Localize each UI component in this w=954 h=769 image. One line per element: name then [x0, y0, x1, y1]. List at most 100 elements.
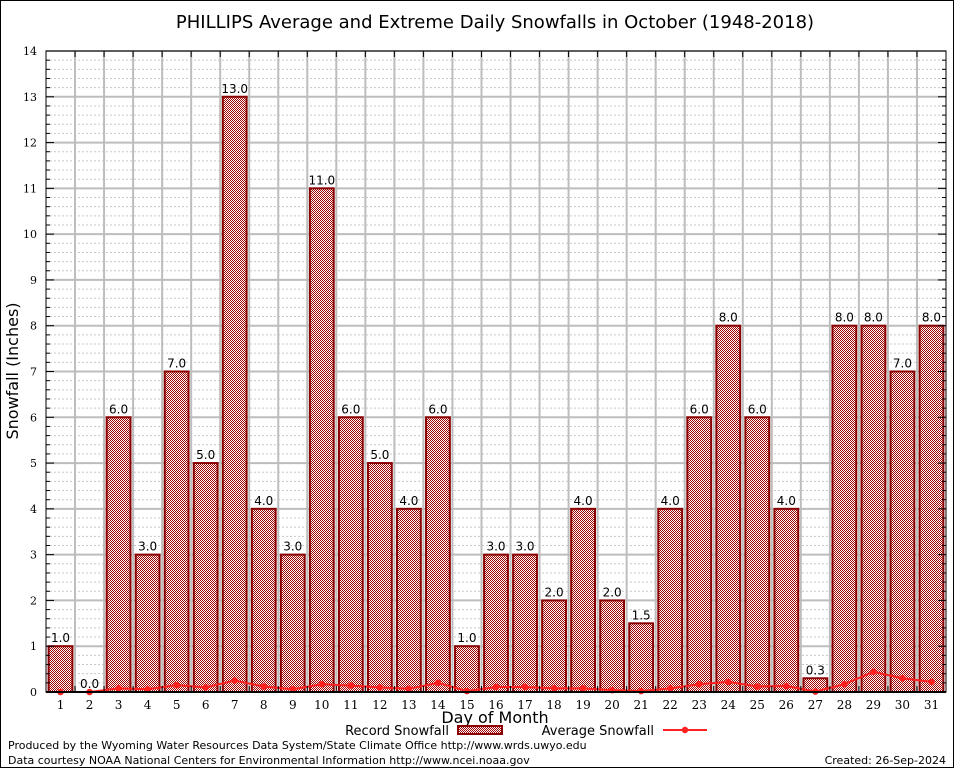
x-tick-label: 2 [86, 698, 94, 712]
average-point-day-8 [260, 683, 268, 690]
y-tick-label: 4 [30, 503, 37, 516]
bar-day-29 [860, 324, 887, 693]
y-tick-label: 14 [23, 45, 37, 58]
bar-day-18 [541, 599, 567, 694]
legend-average-label: Average Snowfall [542, 724, 654, 739]
average-point-day-19 [579, 685, 587, 692]
x-tick-label: 4 [144, 698, 152, 712]
y-tick-label: 2 [30, 594, 37, 607]
bar-day-19 [570, 507, 596, 693]
x-tick-label: 15 [459, 698, 474, 712]
bar-value-label: 6.0 [690, 402, 709, 416]
average-point-day-29 [870, 668, 877, 676]
bar-value-label: 8.0 [922, 311, 941, 325]
x-tick-label: 21 [634, 698, 649, 712]
x-tick-label: 30 [895, 698, 910, 712]
bar-value-label: 3.0 [283, 540, 302, 554]
bar-day-12 [366, 462, 393, 694]
bar-day-5 [163, 370, 190, 693]
footer-created-date: Created: 26-Sep-2024 [825, 754, 946, 767]
bar-day-3 [105, 416, 132, 693]
x-tick-label: 18 [546, 698, 561, 712]
y-axis-label: Snowfall (Inches) [3, 302, 22, 439]
average-point-day-17 [521, 683, 529, 691]
bar-day-15 [454, 645, 480, 694]
y-tick-label: 12 [23, 137, 37, 150]
average-line [57, 668, 935, 696]
average-point-day-7 [231, 677, 239, 684]
average-point-day-11 [347, 682, 355, 689]
average-point-day-6 [202, 684, 209, 691]
y-tick-label: 1 [30, 640, 37, 653]
bar-value-label: 4.0 [399, 494, 418, 508]
bar-day-9 [279, 553, 306, 694]
x-tick-label: 1 [57, 698, 65, 712]
bar-day-17 [512, 553, 538, 694]
bar-value-label: 3.0 [138, 540, 157, 554]
y-tick-label: 6 [30, 411, 37, 424]
bar-day-14 [425, 416, 451, 693]
average-point-day-4 [144, 685, 151, 693]
bar-value-label: 5.0 [196, 448, 215, 462]
chart-title: PHILLIPS Average and Extreme Daily Snowf… [176, 12, 814, 33]
average-point-day-12 [376, 684, 384, 691]
x-tick-label: 25 [750, 698, 765, 712]
bar-value-label: 1.0 [51, 631, 70, 645]
average-point-day-3 [115, 685, 122, 692]
bar-value-label: 4.0 [661, 494, 680, 508]
y-tick-label: 5 [30, 457, 37, 470]
footer-data-courtesy: Data courtesy NOAA National Centers for … [8, 754, 530, 767]
bar-day-16 [483, 553, 509, 694]
bar-value-label: 7.0 [893, 357, 912, 371]
x-tick-label: 17 [517, 698, 532, 712]
legend-average-marker [681, 726, 689, 734]
bar-day-7 [221, 95, 248, 694]
x-tick-label: 28 [837, 698, 852, 712]
bar-value-label: 5.0 [370, 448, 389, 462]
average-point-day-31 [928, 678, 935, 686]
x-tick-label: 3 [115, 698, 123, 712]
legend-record-swatch [457, 725, 503, 735]
average-point-day-18 [550, 685, 558, 692]
average-point-day-16 [492, 683, 500, 691]
legend-record-label: Record Snowfall [345, 724, 449, 739]
x-axis-label: Day of Month [441, 708, 548, 727]
x-tick-label: 16 [488, 698, 503, 712]
bar-day-1 [47, 645, 74, 694]
average-point-day-30 [899, 674, 906, 682]
x-tick-label: 24 [721, 698, 737, 712]
bar-value-label: 6.0 [109, 402, 128, 416]
bar-value-label: 2.0 [545, 585, 564, 599]
bar-day-8 [250, 507, 277, 693]
bar-day-22 [657, 507, 684, 693]
x-tick-label: 13 [401, 698, 416, 712]
y-tick-label: 11 [23, 182, 37, 195]
x-tick-label: 12 [372, 698, 387, 712]
bar-value-label: 4.0 [777, 494, 796, 508]
x-tick-label: 27 [808, 698, 823, 712]
bar-value-label: 7.0 [167, 357, 186, 371]
footer-produced-by: Produced by the Wyoming Water Resources … [8, 739, 587, 752]
average-point-day-28 [841, 680, 848, 688]
bar-day-26 [773, 507, 800, 693]
bar-day-10 [308, 187, 335, 693]
bar-value-label: 8.0 [835, 311, 854, 325]
y-tick-label: 0 [30, 686, 37, 699]
bar-value-label: 8.0 [864, 311, 883, 325]
average-point-day-23 [695, 680, 703, 688]
bar-value-label: 3.0 [486, 540, 505, 554]
x-tick-label: 5 [173, 698, 181, 712]
bar-value-label: 1.0 [457, 631, 476, 645]
bar-day-23 [686, 416, 713, 693]
y-tick-label: 3 [30, 549, 37, 562]
legend: Record Snowfall Average Snowfall [345, 724, 707, 739]
x-tick-label: 6 [202, 698, 210, 712]
axes [45, 50, 947, 693]
average-point-day-9 [289, 685, 297, 693]
average-point-day-5 [173, 681, 180, 689]
x-tick-label: 14 [430, 698, 446, 712]
bar-day-4 [134, 553, 161, 694]
bar-day-28 [831, 324, 858, 693]
